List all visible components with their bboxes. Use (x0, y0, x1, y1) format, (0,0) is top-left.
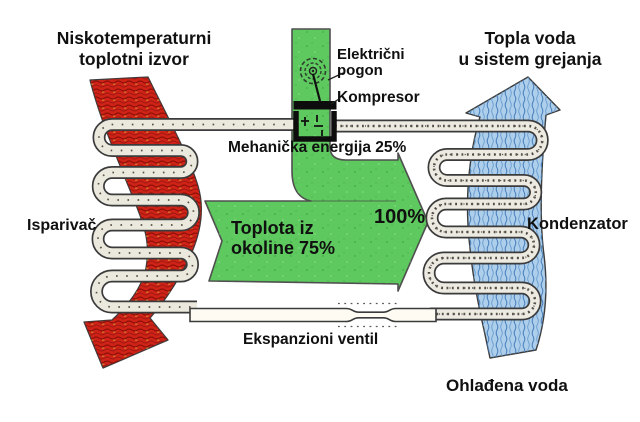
label-line: Niskotemperaturni (56, 28, 212, 48)
compressor-icon (293, 101, 337, 142)
label-cooled-water: Ohlađena voda (446, 376, 568, 395)
label-compressor: Kompresor (337, 89, 420, 106)
green-arrow-texture (205, 29, 428, 291)
label-mechanical-energy: Mehanička energija 25% (228, 139, 407, 156)
energy-flow-arrow (204, 28, 429, 292)
label-expansion-valve: Ekspanzioni ventil (243, 331, 379, 348)
label-ambient-heat: Toplota iz okoline 75% (231, 218, 336, 258)
label-line: Toplota iz (231, 218, 314, 238)
compressor-assembly (293, 57, 337, 142)
label-evaporator: Isparivač (27, 217, 97, 234)
leader-line-compressor (330, 98, 340, 105)
label-line: u sistem grejanja (458, 49, 602, 69)
label-electric-drive: Električni pogon (337, 47, 405, 79)
label-hot-water-to-heating: Topla voda u sistem grejanja (428, 28, 632, 70)
label-low-temp-heat-source: Niskotemperaturni toplotni izvor (36, 28, 232, 70)
label-condenser: Kondenzator (527, 215, 628, 233)
electric-motor-icon (299, 57, 327, 102)
liquid-line (189, 307, 437, 323)
label-line: toplotni izvor (79, 49, 189, 69)
label-line: Električni (337, 46, 405, 63)
leader-line-electric-drive (327, 72, 344, 81)
label-line: okoline 75% (231, 237, 336, 258)
label-line: Topla voda (484, 28, 576, 48)
label-total-output: 100% (374, 206, 426, 228)
label-line: pogon (337, 62, 383, 79)
expansion-valve-pipe (189, 302, 437, 328)
